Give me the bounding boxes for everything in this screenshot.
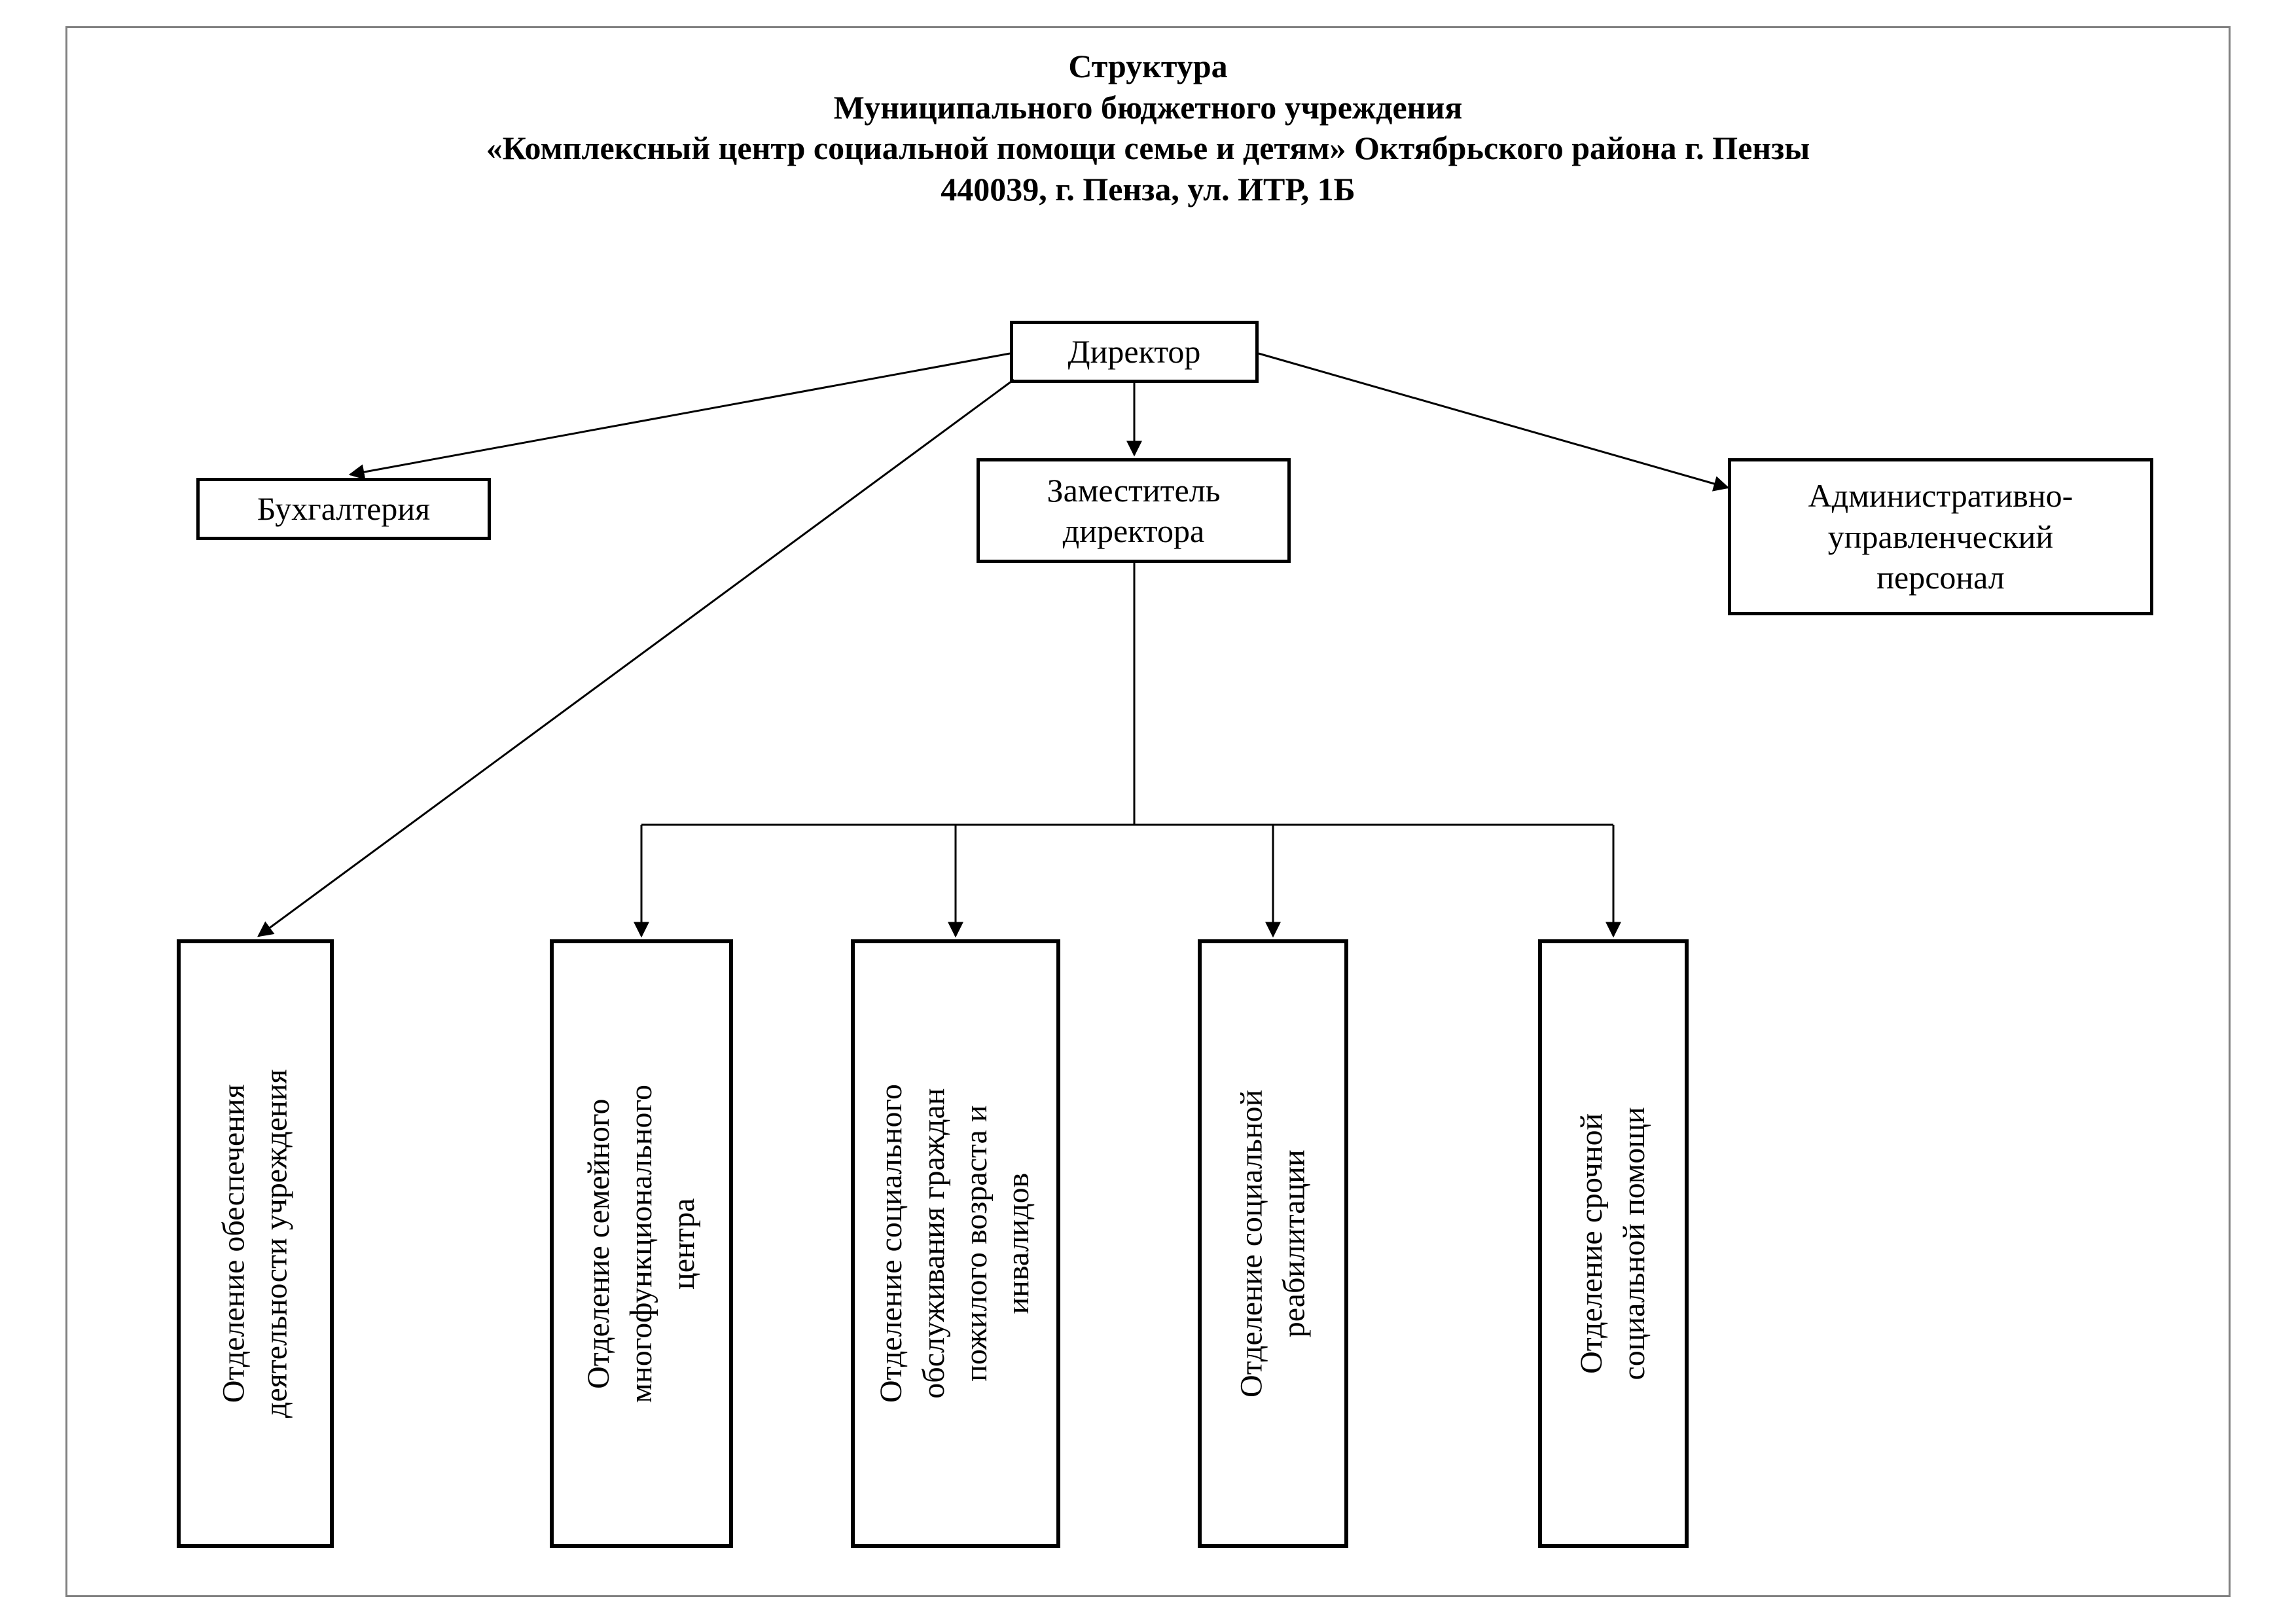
vnode-dept-family: Отделение семейного многофункционального… — [550, 939, 733, 1548]
outer-frame — [65, 26, 2231, 1597]
node-director-label: Директор — [1058, 326, 1211, 378]
title-line-4: 440039, г. Пенза, ул. ИТР, 1Б — [0, 169, 2296, 210]
node-deputy: Заместитель директора — [977, 458, 1291, 563]
vnode-dept-elderly-label: Отделение социального обслуживания гражд… — [870, 1084, 1040, 1403]
node-admin: Административно- управленческий персонал — [1728, 458, 2153, 615]
title-block: Структура Муниципального бюджетного учре… — [0, 46, 2296, 209]
vnode-dept-rehab: Отделение социальной реабилитации — [1198, 939, 1348, 1548]
vnode-dept-urgent: Отделение срочной социальной помощи — [1538, 939, 1689, 1548]
vnode-dept-rehab-label: Отделение социальной реабилитации — [1230, 1090, 1316, 1398]
title-line-1: Структура — [0, 46, 2296, 87]
node-deputy-label: Заместитель директора — [1037, 465, 1231, 557]
vnode-dept-urgent-label: Отделение срочной социальной помощи — [1571, 1107, 1656, 1380]
node-director: Директор — [1010, 321, 1259, 383]
node-accounting-label: Бухгалтерия — [247, 483, 440, 535]
vnode-dept-family-label: Отделение семейного многофункционального… — [578, 1085, 705, 1403]
page: Структура Муниципального бюджетного учре… — [0, 0, 2296, 1624]
vnode-dept-elderly: Отделение социального обслуживания гражд… — [851, 939, 1060, 1548]
node-admin-label: Административно- управленческий персонал — [1798, 470, 2084, 604]
vnode-dept-support-label: Отделение обеспечения деятельности учреж… — [213, 1070, 298, 1418]
vnode-dept-support: Отделение обеспечения деятельности учреж… — [177, 939, 334, 1548]
title-line-2: Муниципального бюджетного учреждения — [0, 87, 2296, 128]
node-accounting: Бухгалтерия — [196, 478, 491, 540]
title-line-3: «Комплексный центр социальной помощи сем… — [0, 128, 2296, 169]
